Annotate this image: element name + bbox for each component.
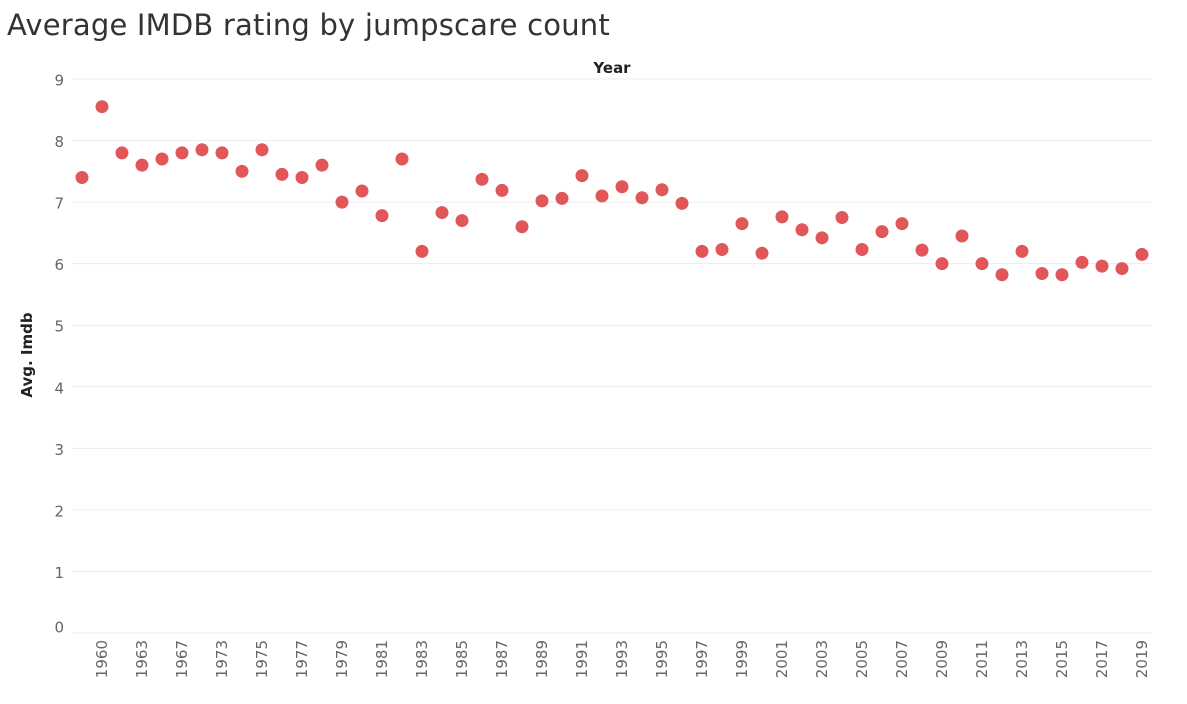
data-point[interactable] bbox=[175, 146, 189, 160]
data-point[interactable] bbox=[275, 167, 289, 181]
data-point[interactable] bbox=[75, 170, 89, 184]
x-tick-label: 2015 bbox=[1053, 640, 1071, 678]
x-tick-label: 1993 bbox=[613, 640, 631, 678]
data-point[interactable] bbox=[595, 189, 609, 203]
x-tick-label: 1983 bbox=[413, 640, 431, 678]
data-point[interactable] bbox=[215, 146, 229, 160]
data-point[interactable] bbox=[135, 158, 149, 172]
data-point[interactable] bbox=[235, 164, 249, 178]
data-point[interactable] bbox=[855, 243, 869, 257]
gridlines bbox=[72, 78, 1152, 634]
x-tick-label: 1960 bbox=[93, 640, 111, 678]
x-tick-label: 1973 bbox=[213, 640, 231, 678]
data-point[interactable] bbox=[1095, 259, 1109, 273]
x-tick-label: 1985 bbox=[453, 640, 471, 678]
y-axis-title: Avg. Imdb bbox=[18, 312, 36, 397]
data-point[interactable] bbox=[895, 217, 909, 231]
x-tick-label: 1967 bbox=[173, 640, 191, 678]
data-point[interactable] bbox=[415, 244, 429, 258]
data-point[interactable] bbox=[675, 196, 689, 210]
data-point[interactable] bbox=[815, 231, 829, 245]
data-point[interactable] bbox=[715, 243, 729, 257]
x-tick-label: 1975 bbox=[253, 640, 271, 678]
x-axis-ticks: 1960 1963 1967 1973 1975 1977 1979 1981 1983 1985… bbox=[93, 640, 1151, 678]
y-tick-label: 9 bbox=[54, 72, 64, 90]
data-point[interactable] bbox=[335, 195, 349, 209]
data-point[interactable] bbox=[475, 172, 489, 186]
data-point[interactable] bbox=[655, 183, 669, 197]
x-tick-label: 1979 bbox=[333, 640, 351, 678]
data-point[interactable] bbox=[435, 206, 449, 220]
x-tick-label: 2009 bbox=[933, 640, 951, 678]
data-points bbox=[75, 100, 1149, 282]
data-point[interactable] bbox=[775, 210, 789, 224]
x-tick-label: 2005 bbox=[853, 640, 871, 678]
data-point[interactable] bbox=[395, 152, 409, 166]
data-point[interactable] bbox=[1015, 244, 1029, 258]
x-tick-label: 1981 bbox=[373, 640, 391, 678]
y-tick-label: 5 bbox=[54, 318, 64, 336]
data-point[interactable] bbox=[535, 194, 549, 208]
x-tick-label: 1987 bbox=[493, 640, 511, 678]
data-point[interactable] bbox=[795, 223, 809, 237]
data-point[interactable] bbox=[255, 143, 269, 157]
data-point[interactable] bbox=[1035, 267, 1049, 281]
x-tick-label: 2017 bbox=[1093, 640, 1111, 678]
data-point[interactable] bbox=[515, 220, 529, 234]
data-point[interactable] bbox=[295, 170, 309, 184]
data-point[interactable] bbox=[315, 158, 329, 172]
x-tick-label: 2003 bbox=[813, 640, 831, 678]
x-tick-label: 2007 bbox=[893, 640, 911, 678]
data-point[interactable] bbox=[695, 244, 709, 258]
x-tick-label: 2011 bbox=[973, 640, 991, 678]
x-axis-title: Year bbox=[592, 59, 631, 77]
chart-title: Average IMDB rating by jumpscare count bbox=[7, 8, 610, 42]
y-tick-label: 3 bbox=[54, 441, 64, 459]
y-tick-label: 8 bbox=[54, 133, 64, 151]
data-point[interactable] bbox=[835, 211, 849, 224]
y-tick-label: 6 bbox=[54, 256, 64, 274]
y-tick-label: 1 bbox=[54, 564, 64, 582]
x-tick-label: 1997 bbox=[693, 640, 711, 678]
data-point[interactable] bbox=[1075, 255, 1089, 269]
data-point[interactable] bbox=[615, 180, 629, 194]
data-point[interactable] bbox=[755, 246, 769, 260]
data-point[interactable] bbox=[875, 225, 889, 239]
x-tick-label: 1991 bbox=[573, 640, 591, 678]
data-point[interactable] bbox=[955, 229, 969, 243]
data-point[interactable] bbox=[195, 143, 209, 157]
data-point[interactable] bbox=[495, 183, 509, 197]
x-tick-label: 1977 bbox=[293, 640, 311, 678]
data-point[interactable] bbox=[995, 268, 1009, 282]
y-tick-label: 2 bbox=[54, 502, 64, 520]
data-point[interactable] bbox=[555, 191, 569, 205]
data-point[interactable] bbox=[375, 209, 389, 223]
x-tick-label: 1999 bbox=[733, 640, 751, 678]
data-point[interactable] bbox=[575, 169, 589, 183]
data-point[interactable] bbox=[1055, 268, 1069, 282]
x-tick-label: 2019 bbox=[1133, 640, 1151, 678]
data-point[interactable] bbox=[735, 217, 749, 231]
data-point[interactable] bbox=[935, 257, 949, 271]
data-point[interactable] bbox=[1135, 247, 1149, 261]
x-tick-label: 1963 bbox=[133, 640, 151, 678]
x-tick-label: 2001 bbox=[773, 640, 791, 678]
y-tick-label: 0 bbox=[54, 619, 64, 637]
x-tick-label: 1995 bbox=[653, 640, 671, 678]
y-tick-label: 7 bbox=[54, 195, 64, 213]
data-point[interactable] bbox=[95, 100, 109, 114]
data-point[interactable] bbox=[155, 152, 169, 166]
data-point[interactable] bbox=[915, 243, 929, 257]
y-tick-label: 4 bbox=[54, 379, 64, 397]
data-point[interactable] bbox=[635, 191, 649, 205]
data-point[interactable] bbox=[455, 214, 469, 228]
data-point[interactable] bbox=[1115, 262, 1129, 276]
y-axis-ticks: 0 1 2 3 4 5 6 7 8 9 bbox=[54, 72, 64, 637]
data-point[interactable] bbox=[115, 146, 129, 160]
x-tick-label: 1989 bbox=[533, 640, 551, 678]
data-point[interactable] bbox=[355, 184, 369, 198]
data-point[interactable] bbox=[975, 257, 989, 271]
x-tick-label: 2013 bbox=[1013, 640, 1031, 678]
